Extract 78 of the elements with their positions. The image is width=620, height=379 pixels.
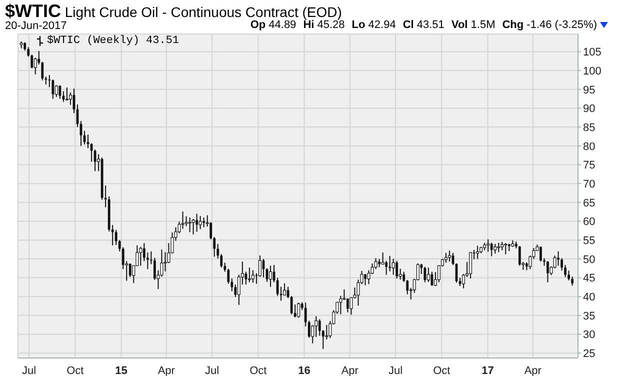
candlestick bbox=[490, 242, 493, 257]
candlestick bbox=[504, 242, 508, 255]
chart-subtitle: 20-Jun-2017 bbox=[5, 20, 67, 32]
candlestick bbox=[476, 245, 480, 260]
candlestick bbox=[213, 236, 216, 258]
candlestick bbox=[196, 213, 198, 232]
x-tick-label: Jul bbox=[22, 365, 36, 377]
x-tick-label: 15 bbox=[115, 365, 128, 377]
candlestick bbox=[426, 267, 430, 282]
candlestick bbox=[374, 258, 378, 270]
candlestick bbox=[198, 215, 202, 230]
y-tick-label: 60 bbox=[583, 216, 596, 228]
y-tick-label: 65 bbox=[583, 197, 596, 210]
x-tick-label: 17 bbox=[482, 365, 494, 377]
legend-label: $WTIC (Weekly) 43.51 bbox=[46, 35, 180, 47]
x-tick-label: Apr bbox=[158, 365, 176, 377]
x-tick-label: Oct bbox=[433, 365, 450, 377]
candlestick bbox=[486, 238, 490, 252]
candlestick bbox=[58, 84, 62, 100]
y-tick-label: 95 bbox=[583, 84, 596, 96]
candlestick bbox=[448, 250, 451, 262]
text: Op 44.89 bbox=[250, 19, 296, 31]
candlestick bbox=[54, 84, 58, 98]
candlestick bbox=[430, 271, 434, 286]
y-tick-label: 50 bbox=[583, 254, 596, 266]
y-tick-label: 100 bbox=[583, 65, 602, 78]
y-tick-label: 75 bbox=[583, 160, 596, 172]
x-tick-label: Jul bbox=[388, 365, 403, 377]
y-tick-label: 30 bbox=[583, 329, 596, 342]
y-tick-label: 80 bbox=[583, 140, 596, 153]
candlestick bbox=[444, 252, 448, 264]
candlestick bbox=[202, 216, 206, 228]
y-tick-label: 70 bbox=[583, 178, 596, 190]
candlestick bbox=[269, 265, 272, 288]
text: Chg -1.46 (-3.25%) bbox=[502, 19, 597, 31]
text: Vol 1.5M bbox=[451, 19, 496, 31]
text: Lo 42.94 bbox=[352, 19, 396, 31]
candlestick bbox=[297, 302, 300, 318]
candlestick bbox=[52, 79, 54, 100]
y-tick-label: 55 bbox=[583, 234, 596, 247]
candlestick bbox=[251, 270, 254, 284]
candlestick bbox=[396, 260, 398, 280]
x-tick-label: Apr bbox=[524, 365, 542, 377]
y-tick-label: 35 bbox=[583, 310, 596, 322]
x-tick-label: Oct bbox=[66, 365, 84, 377]
candlestick bbox=[392, 258, 395, 276]
candlestick bbox=[248, 267, 251, 283]
y-tick-label: 45 bbox=[583, 272, 596, 285]
x-tick-label: Apr bbox=[341, 365, 359, 377]
candlestick bbox=[497, 242, 500, 253]
text: Cl 43.51 bbox=[402, 19, 444, 31]
candlestick bbox=[424, 266, 426, 283]
candlestick bbox=[518, 246, 521, 266]
y-tick-label: 105 bbox=[583, 46, 602, 59]
candlestick bbox=[188, 216, 192, 233]
text: Hi 45.28 bbox=[303, 19, 345, 31]
candlestick bbox=[346, 298, 349, 313]
candlestick bbox=[494, 243, 497, 254]
candlestick bbox=[546, 260, 549, 283]
candlestick bbox=[139, 246, 142, 266]
candlestick bbox=[388, 255, 392, 272]
y-tick-label: 25 bbox=[583, 348, 596, 360]
y-tick-label: 90 bbox=[583, 103, 596, 116]
candlestick bbox=[540, 246, 542, 262]
candlestick bbox=[128, 262, 132, 278]
x-tick-label: 16 bbox=[298, 365, 310, 377]
candlestick bbox=[181, 210, 184, 230]
y-tick-label: 40 bbox=[583, 291, 596, 304]
candlestick bbox=[385, 260, 388, 276]
chart-title: $WTIC Light Crude Oil - Continuous Contract (EOD) bbox=[5, 1, 342, 21]
y-tick-label: 85 bbox=[583, 122, 596, 134]
x-tick-label: Oct bbox=[250, 365, 267, 377]
x-tick-label: Jul bbox=[204, 365, 220, 377]
candlestick bbox=[364, 273, 366, 286]
candlestick bbox=[290, 296, 293, 315]
candlestick bbox=[469, 252, 472, 280]
candlestick bbox=[192, 218, 195, 235]
candlestick bbox=[65, 87, 68, 101]
